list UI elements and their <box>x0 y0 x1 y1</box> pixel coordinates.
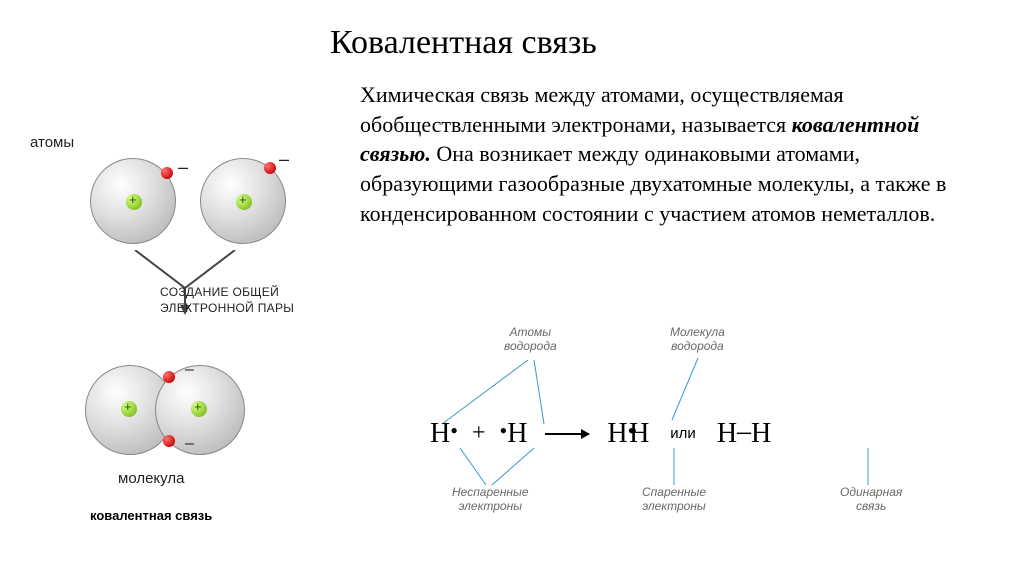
nucleus-plus-icon <box>126 194 142 210</box>
colon-dots-icon: •• <box>628 418 631 443</box>
electron-icon <box>161 167 173 179</box>
arrow-icon <box>545 433 589 435</box>
minus-sign: – <box>178 157 188 178</box>
shared-electron-icon <box>163 371 175 383</box>
nucleus-plus-icon <box>121 401 137 417</box>
minus-sign: – <box>279 149 289 170</box>
atom-sphere-left: – <box>90 158 176 244</box>
caption-line2: ЭЛЕКТРОННОЙ ПАРЫ <box>160 301 294 315</box>
electron-pair-caption: СОЗДАНИЕ ОБЩЕЙ ЭЛЕКТРОННОЙ ПАРЫ <box>160 285 294 316</box>
symbol-H: H <box>629 418 649 449</box>
symbol-H: H <box>507 418 527 449</box>
plus-sign: + <box>472 420 486 446</box>
nucleus-plus-icon <box>191 401 207 417</box>
page-title: Ковалентная связь <box>330 24 597 62</box>
desc-part1: Химическая связь между атомами, осуществ… <box>360 82 844 137</box>
covalent-bond-label: ковалентная связь <box>90 508 212 523</box>
symbol-H: H <box>717 418 737 449</box>
anno-unpaired: Неспаренныеэлектроны <box>452 486 529 514</box>
anno-molecule-h: Молекулаводорода <box>670 326 725 354</box>
hydrogen-formula-diagram: Атомыводорода Молекулаводорода H• + •H H… <box>430 320 990 520</box>
or-text: или <box>670 425 696 442</box>
molecule-label: молекула <box>118 470 184 487</box>
atoms-label: атомы <box>30 134 74 151</box>
atom-sphere-right: – <box>200 158 286 244</box>
electron-icon <box>264 162 276 174</box>
dot-icon: • <box>450 418 458 443</box>
dot-icon: • <box>499 418 507 443</box>
shared-electron-icon <box>163 435 175 447</box>
formula-equation: H• + •H H••H или H–H <box>430 418 990 450</box>
symbol-H: H <box>751 418 771 449</box>
anno-paired: Спаренныеэлектроны <box>642 486 706 514</box>
symbol-H: H <box>430 418 450 449</box>
symbol-H: H <box>607 418 627 449</box>
nucleus-plus-icon <box>236 194 252 210</box>
desc-part2: Она возникает между одинаковыми атомами,… <box>360 141 946 225</box>
caption-line1: СОЗДАНИЕ ОБЩЕЙ <box>160 285 279 299</box>
bond-dash: – <box>737 416 751 447</box>
minus-sign: – <box>185 435 194 453</box>
minus-sign: – <box>185 361 194 379</box>
anno-single-bond: Одинарнаясвязь <box>840 486 902 514</box>
description-text: Химическая связь между атомами, осуществ… <box>360 80 980 228</box>
anno-atoms-h: Атомыводорода <box>504 326 557 354</box>
